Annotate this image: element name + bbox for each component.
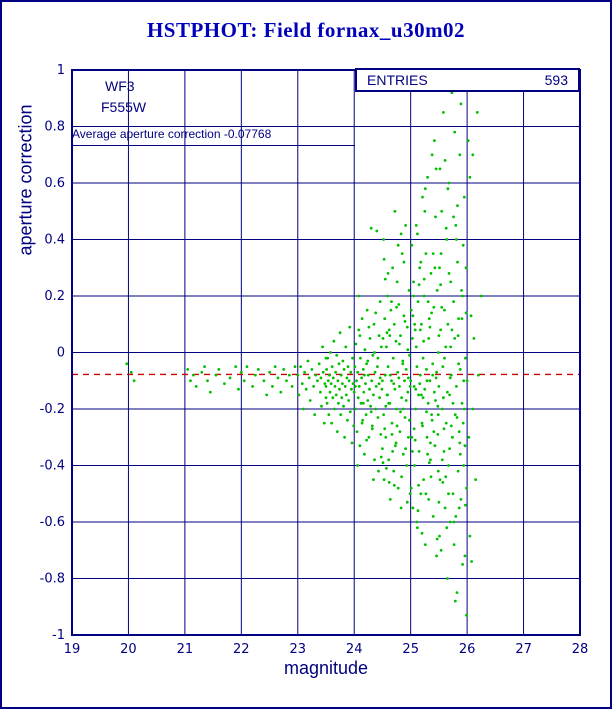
svg-text:0.2: 0.2 xyxy=(44,289,65,304)
svg-text:-0.6: -0.6 xyxy=(40,515,65,530)
svg-text:0.8: 0.8 xyxy=(44,120,65,135)
camera-label: WF3 xyxy=(105,78,135,94)
svg-text:-0.2: -0.2 xyxy=(40,402,65,417)
svg-text:-0.8: -0.8 xyxy=(40,572,65,587)
grid-lines xyxy=(71,69,581,636)
svg-text:-1: -1 xyxy=(52,628,65,643)
svg-text:26: 26 xyxy=(459,642,476,657)
page-title: HSTPHOT: Field fornax_u30m02 xyxy=(146,18,466,42)
svg-text:19: 19 xyxy=(64,642,81,657)
entries-box: ENTRIES 593 xyxy=(355,68,580,92)
svg-text:24: 24 xyxy=(346,642,363,657)
svg-text:1: 1 xyxy=(57,63,65,78)
plot-frame xyxy=(71,69,581,636)
svg-text:21: 21 xyxy=(177,642,194,657)
svg-text:22: 22 xyxy=(233,642,250,657)
filter-label: F555W xyxy=(101,99,147,115)
svg-text:28: 28 xyxy=(572,642,589,657)
average-correction-label: Average aperture correction -0.07768 xyxy=(72,127,355,146)
entries-label: ENTRIES xyxy=(367,72,428,88)
y-tick-labels: -1 -0.8 -0.6 -0.4 -0.2 0 0.2 0.4 0.6 0.8 1 xyxy=(40,63,65,643)
svg-text:27: 27 xyxy=(515,642,532,657)
x-tick-labels: 19 20 21 22 23 24 25 26 27 28 xyxy=(64,642,589,657)
svg-text:0.6: 0.6 xyxy=(44,176,65,191)
entries-value: 593 xyxy=(544,72,568,88)
x-axis-label: magnitude xyxy=(283,658,369,678)
svg-text:-0.4: -0.4 xyxy=(40,459,65,474)
svg-text:25: 25 xyxy=(402,642,419,657)
svg-text:0: 0 xyxy=(57,346,65,361)
svg-text:23: 23 xyxy=(290,642,307,657)
data-points xyxy=(125,82,483,617)
y-axis-label: aperture correction xyxy=(15,104,36,256)
svg-text:20: 20 xyxy=(120,642,137,657)
svg-text:0.4: 0.4 xyxy=(44,233,65,248)
